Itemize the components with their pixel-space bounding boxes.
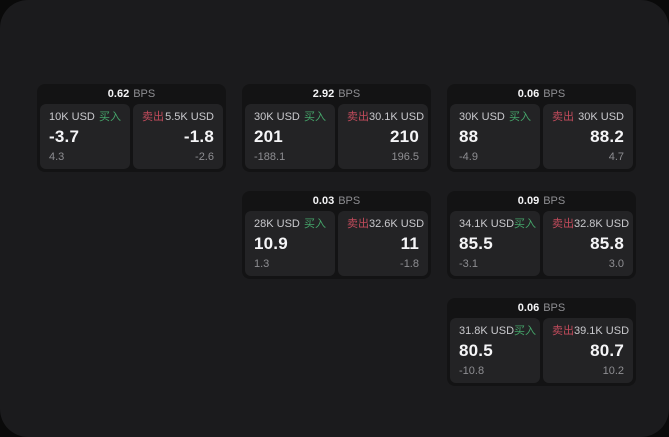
sell-price: 80.7 bbox=[590, 341, 624, 360]
quote-card-4: 0.06 BPS 30K USD 买入 88 -4.9 卖出 bbox=[447, 84, 636, 172]
quote-panels: 28K USD 买入 10.9 1.3 卖出 32.6K USD 11 -1.8 bbox=[242, 211, 431, 279]
buy-label: 买入 bbox=[509, 111, 531, 123]
card-header: 2.92 BPS bbox=[242, 84, 431, 104]
buy-label: 买入 bbox=[514, 325, 537, 337]
bps-value: 0.09 bbox=[517, 195, 540, 207]
sell-label: 卖出 bbox=[552, 111, 574, 123]
buy-panel[interactable]: 30K USD 买入 201 -188.1 bbox=[245, 104, 335, 169]
bps-unit: BPS bbox=[338, 88, 361, 100]
buy-sub-value: -10.8 bbox=[459, 365, 485, 377]
bps-value: 0.62 bbox=[107, 88, 130, 100]
card-header: 0.06 BPS bbox=[447, 298, 636, 318]
bps-unit: BPS bbox=[338, 195, 361, 207]
bps-unit: BPS bbox=[543, 88, 566, 100]
sell-label: 卖出 bbox=[552, 218, 574, 230]
bps-unit: BPS bbox=[133, 88, 156, 100]
sell-amount: 30.1K USD bbox=[369, 111, 425, 123]
sell-label: 卖出 bbox=[552, 325, 574, 337]
bps-value: 0.03 bbox=[312, 195, 335, 207]
buy-panel[interactable]: 31.8K USD 买入 80.5 -10.8 bbox=[450, 318, 540, 383]
buy-price: 10.9 bbox=[254, 234, 288, 253]
bps-unit: BPS bbox=[543, 195, 566, 207]
buy-panel[interactable]: 30K USD 买入 88 -4.9 bbox=[450, 104, 540, 169]
sell-sub-value: 4.7 bbox=[608, 151, 624, 163]
card-header: 0.62 BPS bbox=[37, 84, 226, 104]
buy-sub-value: 1.3 bbox=[254, 258, 270, 270]
buy-label: 买入 bbox=[99, 111, 121, 123]
sell-price: 210 bbox=[390, 127, 419, 146]
buy-price: 88 bbox=[459, 127, 479, 146]
buy-price: 80.5 bbox=[459, 341, 493, 360]
board-column-1: 0.62 BPS 10K USD 买入 -3.7 4.3 卖出 bbox=[37, 84, 226, 386]
quote-card-2: 2.92 BPS 30K USD 买入 201 -188.1 卖出 bbox=[242, 84, 431, 172]
quote-panels: 10K USD 买入 -3.7 4.3 卖出 5.5K USD -1.8 -2.… bbox=[37, 104, 226, 172]
sell-price: -1.8 bbox=[183, 127, 214, 146]
quote-panels: 30K USD 买入 88 -4.9 卖出 30K USD 88.2 4.7 bbox=[447, 104, 636, 172]
sell-sub-value: -1.8 bbox=[400, 258, 419, 270]
buy-amount: 10K USD bbox=[49, 111, 95, 123]
buy-sub-value: -188.1 bbox=[254, 151, 286, 163]
quote-card-6: 0.06 BPS 31.8K USD 买入 80.5 -10.8 卖 bbox=[447, 298, 636, 386]
buy-price: 85.5 bbox=[459, 234, 493, 253]
buy-price: 201 bbox=[254, 127, 283, 146]
bps-value: 0.06 bbox=[517, 88, 540, 100]
sell-amount: 30K USD bbox=[578, 111, 624, 123]
buy-label: 买入 bbox=[304, 111, 326, 123]
sell-sub-value: 3.0 bbox=[608, 258, 624, 270]
buy-panel[interactable]: 28K USD 买入 10.9 1.3 bbox=[245, 211, 335, 276]
card-header: 0.09 BPS bbox=[447, 191, 636, 211]
buy-amount: 30K USD bbox=[254, 111, 300, 123]
buy-sub-value: 4.3 bbox=[49, 151, 65, 163]
quote-card-1: 0.62 BPS 10K USD 买入 -3.7 4.3 卖出 bbox=[37, 84, 226, 172]
sell-sub-value: 196.5 bbox=[391, 151, 419, 163]
sell-panel[interactable]: 卖出 39.1K USD 80.7 10.2 bbox=[543, 318, 633, 383]
sell-price: 85.8 bbox=[590, 234, 624, 253]
sell-label: 卖出 bbox=[347, 111, 369, 123]
quote-panels: 31.8K USD 买入 80.5 -10.8 卖出 39.1K USD 80.… bbox=[447, 318, 636, 386]
card-header: 0.06 BPS bbox=[447, 84, 636, 104]
sell-panel[interactable]: 卖出 30.1K USD 210 196.5 bbox=[338, 104, 428, 169]
buy-panel[interactable]: 10K USD 买入 -3.7 4.3 bbox=[40, 104, 130, 169]
board-column-3: 0.06 BPS 30K USD 买入 88 -4.9 卖出 bbox=[447, 84, 636, 386]
sell-sub-value: -2.6 bbox=[195, 151, 214, 163]
sell-amount: 32.6K USD bbox=[369, 218, 425, 230]
sell-label: 卖出 bbox=[347, 218, 369, 230]
sell-sub-value: 10.2 bbox=[602, 365, 624, 377]
sell-label: 卖出 bbox=[142, 111, 164, 123]
quote-panels: 30K USD 买入 201 -188.1 卖出 30.1K USD 210 1… bbox=[242, 104, 431, 172]
sell-panel[interactable]: 卖出 30K USD 88.2 4.7 bbox=[543, 104, 633, 169]
sell-panel[interactable]: 卖出 5.5K USD -1.8 -2.6 bbox=[133, 104, 223, 169]
sell-amount: 39.1K USD bbox=[574, 325, 630, 337]
buy-amount: 30K USD bbox=[459, 111, 505, 123]
card-header: 0.03 BPS bbox=[242, 191, 431, 211]
sell-price: 11 bbox=[400, 234, 419, 253]
buy-label: 买入 bbox=[514, 218, 537, 230]
quote-card-5: 0.09 BPS 34.1K USD 买入 85.5 -3.1 卖出 bbox=[447, 191, 636, 279]
buy-sub-value: -3.1 bbox=[459, 258, 478, 270]
sell-price: 88.2 bbox=[590, 127, 624, 146]
buy-panel[interactable]: 34.1K USD 买入 85.5 -3.1 bbox=[450, 211, 540, 276]
quote-board: 0.62 BPS 10K USD 买入 -3.7 4.3 卖出 bbox=[37, 84, 636, 386]
buy-amount: 31.8K USD bbox=[459, 325, 515, 337]
sell-panel[interactable]: 卖出 32.8K USD 85.8 3.0 bbox=[543, 211, 633, 276]
bps-value: 2.92 bbox=[312, 88, 335, 100]
bps-value: 0.06 bbox=[517, 302, 540, 314]
board-column-2: 2.92 BPS 30K USD 买入 201 -188.1 卖出 bbox=[242, 84, 431, 386]
buy-amount: 34.1K USD bbox=[459, 218, 515, 230]
buy-sub-value: -4.9 bbox=[459, 151, 478, 163]
quote-card-3: 0.03 BPS 28K USD 买入 10.9 1.3 卖出 bbox=[242, 191, 431, 279]
buy-amount: 28K USD bbox=[254, 218, 300, 230]
sell-amount: 32.8K USD bbox=[574, 218, 630, 230]
buy-label: 买入 bbox=[304, 218, 326, 230]
buy-price: -3.7 bbox=[49, 127, 80, 146]
sell-panel[interactable]: 卖出 32.6K USD 11 -1.8 bbox=[338, 211, 428, 276]
sell-amount: 5.5K USD bbox=[165, 111, 214, 123]
bps-unit: BPS bbox=[543, 302, 566, 314]
quote-panels: 34.1K USD 买入 85.5 -3.1 卖出 32.8K USD 85.8… bbox=[447, 211, 636, 279]
